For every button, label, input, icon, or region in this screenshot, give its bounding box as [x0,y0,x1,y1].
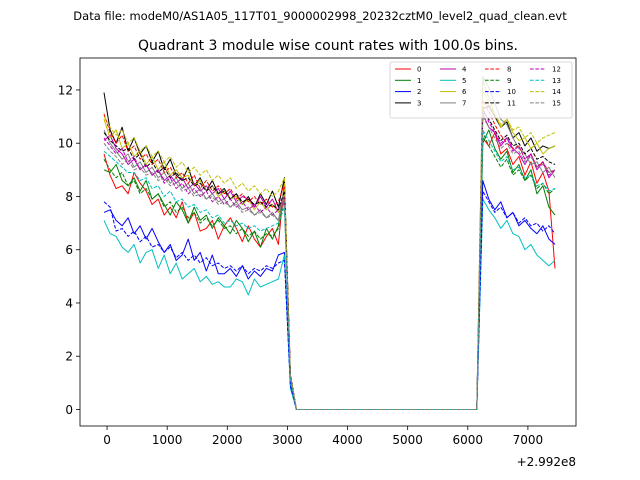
legend-label-15: 15 [552,99,561,107]
legend-label-12: 12 [552,66,561,74]
y-tick-label: 10 [58,137,73,151]
legend-label-10: 10 [507,88,516,96]
x-tick-label: 4000 [332,433,363,447]
y-tick-label: 0 [65,403,73,417]
x-tick-label: 3000 [272,433,303,447]
legend-label-11: 11 [507,99,516,107]
legend-label-3: 3 [417,99,421,107]
y-tick-label: 8 [65,190,73,204]
legend-label-7: 7 [462,99,466,107]
plot-frame [79,57,577,427]
legend-box [389,61,573,119]
axes-layer: 0 1000 2000 3000 4000 5000 6000 7000 0 2 4 6 8 10 12 [58,83,543,447]
legend-label-14: 14 [552,88,561,96]
data-file-suptitle: Data file: modeM0/AS1A05_117T01_90000029… [73,9,567,23]
legend-label-2: 2 [417,88,421,96]
x-tick-label: 7000 [513,433,544,447]
y-tick-label: 6 [65,243,73,257]
legend-label-9: 9 [507,77,511,85]
legend-label-13: 13 [552,77,561,85]
series-line-15 [103,116,556,410]
legend-label-0: 0 [417,66,421,74]
legend-label-1: 1 [417,77,421,85]
legend-label-6: 6 [462,88,467,96]
x-tick-label: 2000 [212,433,243,447]
chart-title: Quadrant 3 module wise count rates with … [138,38,518,54]
x-axis-offset-label: +2.992e8 [517,455,576,469]
y-tick-label: 4 [65,296,73,310]
series-line-14 [103,89,556,410]
legend-label-5: 5 [462,77,466,85]
x-tick-label: 0 [103,433,111,447]
series-line-10 [103,190,556,410]
legend-label-8: 8 [507,66,511,74]
x-tick-label: 5000 [392,433,423,447]
y-tick-label: 2 [65,350,73,364]
x-tick-label: 1000 [152,433,183,447]
x-tick-label: 6000 [453,433,484,447]
legend-label-4: 4 [462,66,467,74]
data-layer [103,76,556,410]
y-tick-label: 12 [58,83,73,97]
